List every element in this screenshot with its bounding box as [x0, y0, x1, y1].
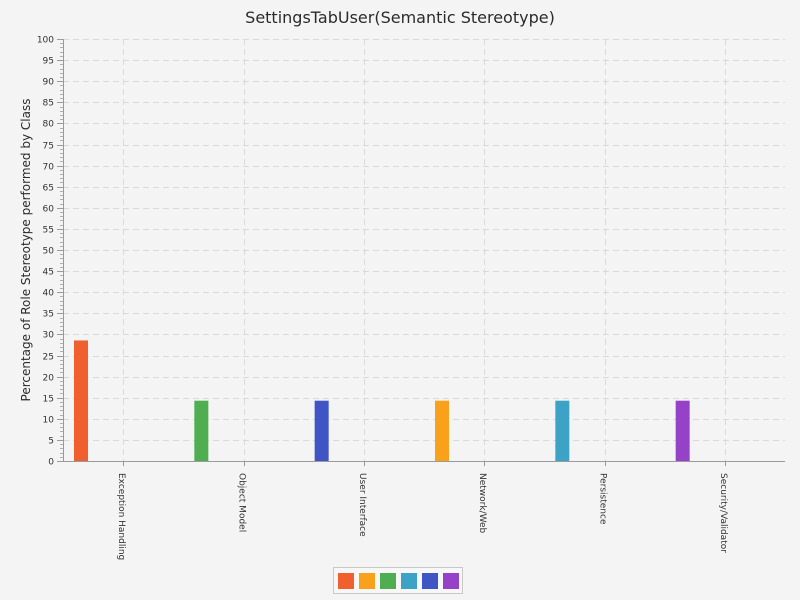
- y-tick-label: 20: [43, 374, 55, 384]
- legend-swatch: [379, 572, 396, 589]
- chart-title: SettingsTabUser(Semantic Stereotype): [245, 8, 555, 27]
- x-tick-label: Object Model: [237, 473, 247, 532]
- x-tick-label: Persistence: [598, 473, 608, 525]
- x-tick-label: User Interface: [357, 473, 367, 537]
- y-axis-label: Percentage of Role Stereotype performed …: [19, 99, 33, 402]
- y-tick-label: 80: [43, 120, 55, 130]
- legend-swatch: [358, 572, 375, 589]
- y-tick-label: 40: [43, 289, 55, 299]
- legend: [333, 567, 463, 594]
- y-tick-label: 85: [43, 99, 54, 109]
- legend-swatch: [337, 572, 354, 589]
- y-tick-label: 45: [43, 268, 54, 278]
- y-tick-label: 90: [43, 78, 55, 88]
- bar: [314, 400, 329, 461]
- y-tick-label: 70: [43, 163, 55, 173]
- y-tick-label: 15: [43, 395, 54, 405]
- legend-swatch: [442, 572, 459, 589]
- bar: [194, 400, 209, 461]
- bar-layer: [74, 340, 690, 461]
- y-tick-label: 30: [43, 331, 55, 341]
- y-tick-label: 100: [37, 36, 54, 46]
- bar: [555, 400, 570, 461]
- y-tick-label: 35: [43, 310, 54, 320]
- axis-layer: [57, 39, 785, 466]
- y-tick-label: 50: [43, 247, 55, 257]
- x-tick-label: Network/Web: [477, 473, 487, 534]
- y-tick-label: 95: [43, 57, 54, 67]
- y-tick-label: 5: [48, 437, 54, 447]
- label-layer: 0 5 10 15 20 25 30 35 40 45 50 55 60 65 70 75 80 85 90 95 10…: [37, 36, 728, 561]
- y-tick-label: 0: [48, 458, 54, 468]
- y-tick-label: 75: [43, 142, 54, 152]
- y-tick-label: 65: [43, 184, 54, 194]
- bar: [675, 400, 690, 461]
- legend-swatch: [421, 572, 438, 589]
- x-tick-label: Exception Handling: [116, 473, 126, 560]
- bar: [435, 400, 449, 461]
- bar: [74, 340, 88, 461]
- y-tick-label: 10: [43, 416, 55, 426]
- y-tick-label: 60: [43, 205, 55, 215]
- x-tick-label: Security/Validator: [718, 473, 728, 553]
- y-tick-label: 25: [43, 353, 54, 363]
- y-tick-label: 55: [43, 226, 54, 236]
- legend-swatch: [400, 572, 417, 589]
- grid-layer: [63, 39, 785, 462]
